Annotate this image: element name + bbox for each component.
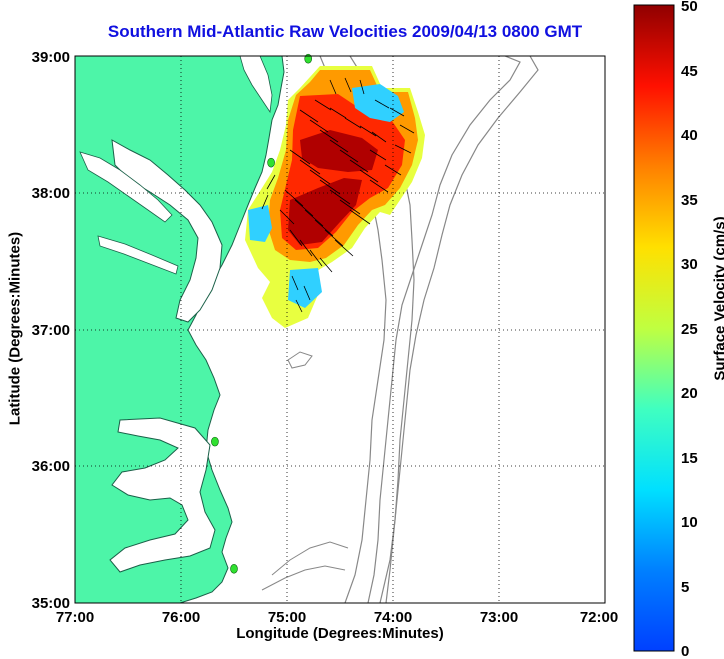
potomac-river — [79, 151, 173, 223]
y-tick-label: 36:00 — [32, 458, 70, 475]
colorbar-tick-label: 5 — [681, 579, 689, 596]
colorbar-tick-label: 30 — [681, 256, 698, 273]
colorbar-tick-label: 45 — [681, 63, 698, 80]
station-marker — [211, 436, 219, 447]
x-tick-label: 74:00 — [374, 609, 412, 626]
map-title: Southern Mid-Atlantic Raw Velocities 200… — [107, 22, 583, 41]
albemarle-pamlico-sound — [109, 417, 216, 573]
velocity-field — [245, 66, 425, 328]
x-axis-label: Longitude (Degrees:Minutes) — [236, 625, 444, 642]
colorbar-tick-label: 0 — [681, 643, 689, 659]
colorbar-tick-label: 35 — [681, 192, 698, 209]
y-axis-label: Latitude (Degrees:Minutes) — [6, 231, 24, 426]
x-axis: 77:00 76:00 75:00 74:00 73:00 72:00 — [56, 609, 618, 626]
x-tick-label: 75:00 — [268, 609, 306, 626]
delaware-bay — [239, 56, 273, 114]
bathymetry-contour — [367, 56, 521, 603]
plot-frame — [74, 55, 606, 604]
x-tick-label: 73:00 — [480, 609, 518, 626]
colorbar-label: Surface Velocity (cm/s) — [711, 216, 724, 381]
bathymetry-contour — [261, 351, 349, 591]
grid-lines — [75, 56, 605, 603]
colorbar-tick-label: 20 — [681, 385, 698, 402]
rappahannock-river — [97, 235, 179, 275]
colorbar-ticks: 50 45 40 35 30 25 20 15 10 5 0 — [681, 0, 698, 659]
colorbar-tick-label: 40 — [681, 127, 698, 144]
x-tick-label: 76:00 — [162, 609, 200, 626]
station-marker — [267, 157, 275, 168]
x-tick-label: 77:00 — [56, 609, 94, 626]
y-tick-label: 38:00 — [32, 185, 70, 202]
y-tick-label: 35:00 — [32, 595, 70, 612]
y-axis: 39:00 38:00 37:00 36:00 35:00 — [32, 49, 70, 612]
colorbar-tick-label: 50 — [681, 0, 698, 15]
station-marker — [230, 564, 238, 574]
colorbar — [633, 4, 675, 652]
colorbar-tick-label: 10 — [681, 514, 698, 531]
y-tick-label: 37:00 — [32, 322, 70, 339]
colorbar-tick-label: 15 — [681, 450, 698, 467]
x-tick-label: 72:00 — [580, 609, 618, 626]
y-tick-label: 39:00 — [32, 49, 70, 66]
bathymetry-contour — [385, 56, 539, 603]
colorbar-tick-label: 25 — [681, 321, 698, 338]
